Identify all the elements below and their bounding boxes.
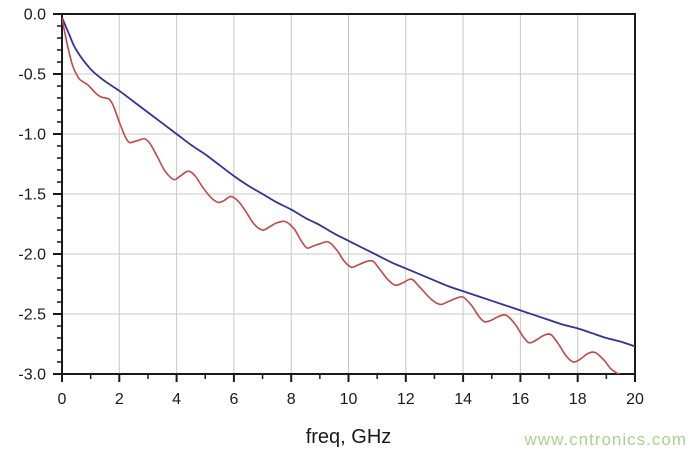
x-tick-label: 10 (340, 391, 358, 408)
x-tick-label: 14 (454, 391, 472, 408)
series-blue-smooth-curve (62, 16, 635, 348)
x-tick-label: 8 (287, 391, 296, 408)
x-tick-label: 12 (397, 391, 415, 408)
y-tick-label: 0.0 (24, 7, 46, 24)
x-tick-label: 20 (626, 391, 644, 408)
x-axis-title: freq, GHz (305, 426, 392, 448)
watermark-text: www.cntronics.com (524, 430, 687, 449)
x-tick-label: 0 (58, 391, 67, 408)
y-tick-label: -2.0 (18, 247, 46, 264)
y-tick-label: -3.0 (18, 367, 46, 384)
x-tick-label: 4 (172, 391, 181, 408)
y-tick-label: -2.5 (18, 307, 46, 324)
y-tick-label: -1.0 (18, 127, 46, 144)
x-tick-label: 6 (229, 391, 238, 408)
x-tick-label: 16 (512, 391, 530, 408)
x-tick-label: 2 (115, 391, 124, 408)
y-tick-label: -1.5 (18, 187, 46, 204)
x-tick-label: 18 (569, 391, 587, 408)
y-tick-label: -0.5 (18, 67, 46, 84)
plot-frame (61, 13, 636, 375)
series-red-ripple-curve (62, 18, 620, 374)
